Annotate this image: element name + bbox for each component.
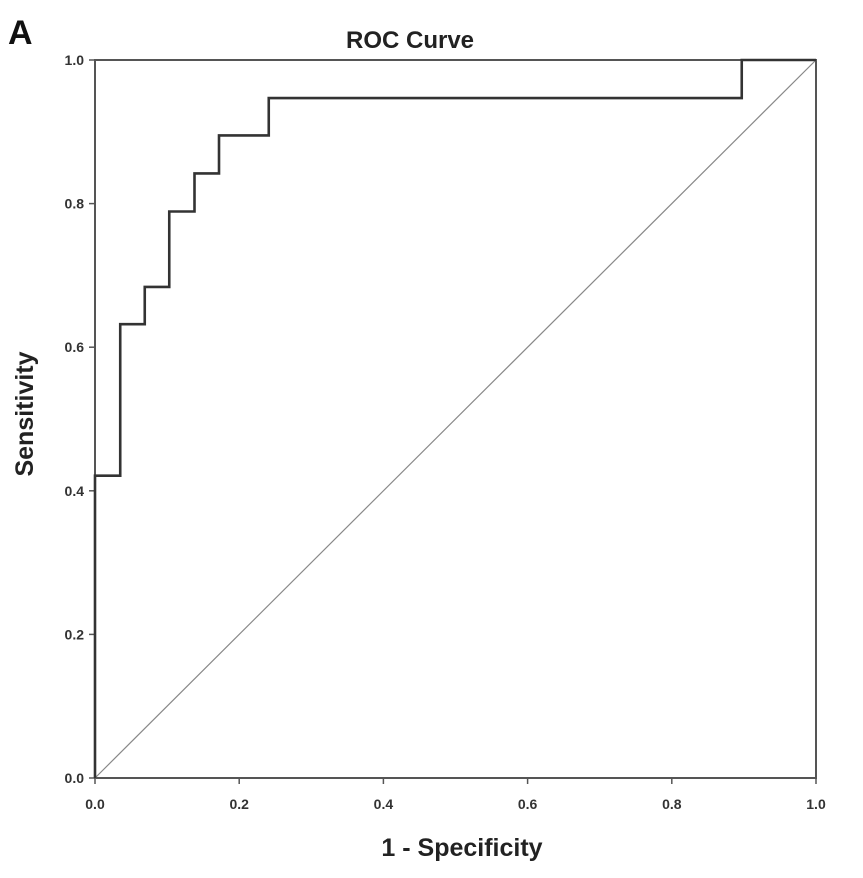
y-tick-label: 0.4 bbox=[65, 483, 85, 499]
panel-label: A bbox=[8, 14, 33, 52]
x-tick-label: 0.2 bbox=[229, 796, 249, 812]
y-tick-label: 0.8 bbox=[65, 196, 85, 212]
x-tick-label: 0.8 bbox=[662, 796, 682, 812]
x-tick-label: 0.4 bbox=[374, 796, 394, 812]
plot-frame bbox=[94, 59, 817, 779]
roc-curve-line bbox=[93, 58, 816, 778]
x-tick-label: 1.0 bbox=[806, 796, 826, 812]
x-axis-label: 1 - Specificity bbox=[381, 834, 542, 862]
reference-diagonal-line bbox=[94, 59, 817, 779]
y-tick-label: 0.0 bbox=[65, 770, 85, 786]
y-tick-label: 0.2 bbox=[65, 626, 85, 642]
y-tick-label: 0.6 bbox=[65, 339, 85, 355]
y-axis-label: Sensitivity bbox=[11, 351, 39, 476]
x-tick-label: 0.0 bbox=[85, 796, 105, 812]
x-tick-label: 0.6 bbox=[518, 796, 538, 812]
axis-tick-labels: 0.0 0.2 0.4 0.6 0.8 1.0 0.0 0.2 0.4 0.6 0.8 1.0 bbox=[65, 52, 826, 812]
y-tick-label: 1.0 bbox=[65, 52, 85, 68]
chart-title: ROC Curve bbox=[346, 27, 474, 54]
